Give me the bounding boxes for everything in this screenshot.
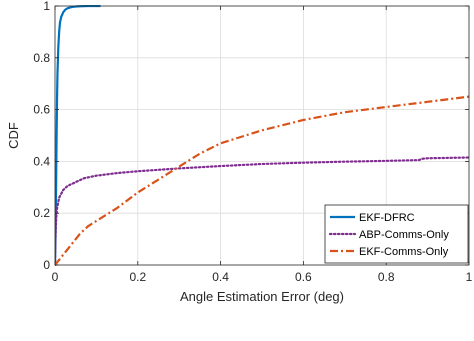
x-tick-label: 0.8 [378,270,395,284]
axes-box [54,5,470,266]
x-tick-label: 0 [52,270,59,284]
y-tick-label: 1 [43,0,50,13]
legend-label: EKF-Comms-Only [359,246,449,258]
y-tick-label: 0.2 [33,206,50,220]
y-tick-label: 0.4 [33,154,50,168]
y-tick-label: 0.6 [33,103,50,117]
series-line-ekf-comms-only [55,95,469,266]
y-tick-label: 0 [43,258,50,272]
y-axis-label: CDF [6,122,21,149]
legend-label: ABP-Comms-Only [359,229,449,241]
axis-ticks: 0 0.2 0.4 0.6 0.8 1 0 0.2 0.4 0.6 0.8 1 [33,0,472,284]
x-tick-label: 0.4 [212,270,229,284]
x-tick-label: 0.2 [129,270,146,284]
x-tick-label: 0.6 [295,270,312,284]
y-tick-label: 0.8 [33,51,50,65]
legend-box [324,204,469,264]
legend: EKF-DFRC ABP-Comms-Only EKF-Comms-Only [324,204,469,264]
legend-label: EKF-DFRC [359,212,415,224]
x-axis-label: Angle Estimation Error (deg) [180,289,344,304]
series-line-abp-comms-only [55,156,469,266]
x-tick-label: 1 [466,270,473,284]
